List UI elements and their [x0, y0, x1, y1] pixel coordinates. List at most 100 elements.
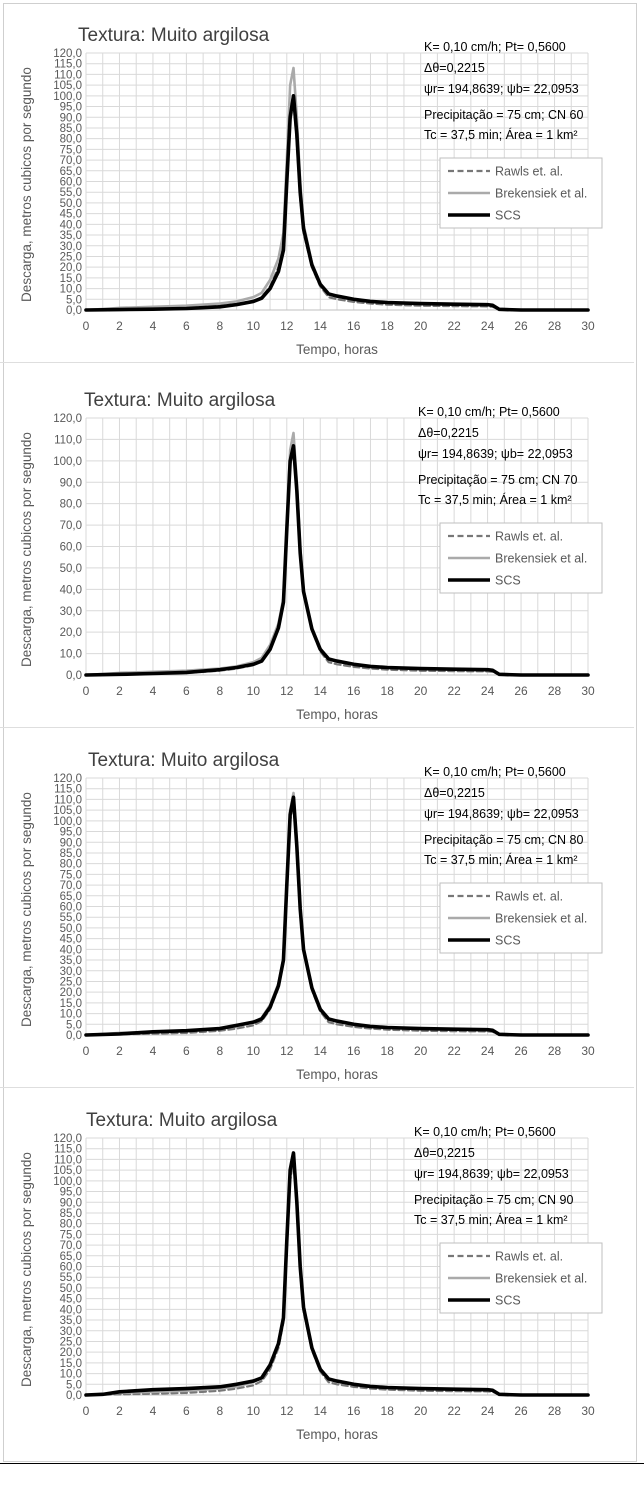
y-tick-label: 50,0	[60, 923, 82, 935]
parameter-annotation: Δθ=0,2215	[424, 786, 485, 800]
parameter-annotation: Tc = 37,5 min; Área = 1 km²	[424, 127, 578, 142]
x-axis-title: Tempo, horas	[296, 342, 378, 357]
y-tick-label: 70,0	[60, 155, 82, 167]
parameter-annotation: K= 0,10 cm/h; Pt= 0,5600	[424, 40, 566, 54]
y-tick-label: 20,0	[60, 1347, 82, 1359]
x-tick-label: 4	[150, 684, 157, 698]
x-tick-label: 28	[548, 684, 562, 698]
y-tick-label: 95,0	[60, 827, 82, 839]
y-axis-title: Descarga, metros cubicos por segundo	[19, 1152, 34, 1387]
legend-label: SCS	[495, 209, 521, 223]
x-tick-label: 20	[414, 1404, 428, 1418]
y-tick-label: 5,0	[66, 1379, 82, 1391]
y-tick-label: 105,0	[53, 80, 82, 92]
y-tick-label: 95,0	[60, 102, 82, 114]
legend-label: Rawls et. al.	[495, 890, 563, 904]
x-tick-label: 4	[150, 319, 157, 333]
x-tick-label: 8	[217, 684, 224, 698]
x-tick-label: 26	[514, 319, 528, 333]
y-tick-label: 60,0	[60, 177, 82, 189]
parameter-annotation: Tc = 37,5 min; Área = 1 km²	[424, 852, 578, 867]
parameter-annotation: K= 0,10 cm/h; Pt= 0,5600	[414, 1125, 556, 1139]
x-tick-label: 26	[514, 1404, 528, 1418]
y-tick-label: 15,0	[60, 1358, 82, 1370]
x-axis-title: Tempo, horas	[296, 1067, 378, 1082]
y-tick-label: 110,0	[54, 1154, 82, 1166]
chart-panel-cn80: Textura: Muito argilosa 0 2 4 6 8 10 12 14 16 18 20…	[0, 728, 634, 1088]
legend-label: Rawls et. al.	[495, 1250, 563, 1264]
x-tick-label: 24	[481, 684, 495, 698]
chart-title: Textura: Muito argilosa	[84, 390, 276, 411]
y-tick-label: 50,0	[60, 1283, 82, 1295]
x-tick-label: 10	[247, 684, 261, 698]
y-tick-label: 110,0	[54, 434, 82, 446]
y-tick-label: 30,0	[60, 966, 82, 978]
x-tick-label: 30	[581, 319, 595, 333]
x-tick-label: 18	[381, 319, 395, 333]
series-line-scs	[84, 795, 590, 1037]
y-tick-label: 80,0	[60, 859, 82, 871]
x-tick-label: 14	[314, 319, 328, 333]
parameter-annotation: Δθ=0,2215	[424, 61, 485, 75]
x-tick-label: 30	[581, 1044, 595, 1058]
x-tick-label: 6	[183, 684, 190, 698]
x-tick-label: 10	[247, 319, 261, 333]
parameter-annotation: ψr= 194,8639; ψb= 22,0953	[424, 807, 579, 821]
y-tick-label: 90,0	[60, 1197, 82, 1209]
y-tick-label: 45,0	[60, 209, 82, 221]
y-tick-label: 5,0	[66, 294, 82, 306]
chart-title: Textura: Muito argilosa	[88, 750, 280, 771]
y-axis-title: Descarga, metros cubicos por segundo	[19, 67, 34, 302]
y-tick-label: 75,0	[60, 869, 82, 881]
parameter-annotation: Precipitação = 75 cm; CN 80	[424, 833, 583, 847]
parameter-annotation: ψr= 194,8639; ψb= 22,0953	[418, 447, 573, 461]
x-tick-label: 24	[481, 319, 495, 333]
x-tick-label: 20	[414, 319, 428, 333]
x-tick-label: 10	[247, 1404, 261, 1418]
x-tick-label: 16	[347, 684, 361, 698]
y-tick-label: 65,0	[60, 891, 82, 903]
y-tick-label: 15,0	[60, 273, 82, 285]
y-tick-label: 120,0	[53, 1133, 82, 1145]
y-tick-label: 105,0	[53, 1165, 82, 1177]
chart-frame	[3, 3, 637, 1462]
y-tick-label: 35,0	[60, 1315, 82, 1327]
series-line-scs	[84, 94, 590, 312]
series-line-scs	[84, 444, 590, 677]
parameter-annotation: K= 0,10 cm/h; Pt= 0,5600	[424, 765, 566, 779]
x-tick-label: 12	[280, 1404, 294, 1418]
x-tick-label: 0	[83, 1404, 90, 1418]
y-tick-label: 30,0	[60, 1326, 82, 1338]
x-tick-label: 26	[514, 684, 528, 698]
chart-title: Textura: Muito argilosa	[86, 1110, 278, 1131]
y-tick-label: 95,0	[60, 1187, 82, 1199]
y-tick-label: 60,0	[60, 902, 82, 914]
x-tick-label: 16	[347, 319, 361, 333]
y-tick-label: 115,0	[54, 784, 82, 796]
x-tick-label: 12	[280, 1044, 294, 1058]
y-tick-label: 20,0	[60, 627, 82, 639]
chart-panel-cn60: Textura: Muito argilosa 0 2 4 6 8 10 12 14 16 18 20…	[0, 3, 634, 363]
parameter-annotation: Precipitação = 75 cm; CN 90	[414, 1193, 573, 1207]
parameter-annotation: Precipitação = 75 cm; CN 70	[418, 473, 577, 487]
y-tick-label: 90,0	[60, 112, 82, 124]
parameter-annotation: ψr= 194,8639; ψb= 22,0953	[414, 1167, 569, 1181]
x-tick-label: 16	[347, 1404, 361, 1418]
x-tick-label: 26	[514, 1044, 528, 1058]
y-tick-label: 85,0	[60, 123, 82, 135]
y-tick-label: 30,0	[60, 606, 82, 618]
legend-label: SCS	[495, 934, 521, 948]
x-tick-label: 8	[217, 1044, 224, 1058]
y-tick-label: 20,0	[60, 987, 82, 999]
y-tick-label: 80,0	[60, 134, 82, 146]
chart-title: Textura: Muito argilosa	[78, 25, 270, 46]
x-tick-label: 18	[381, 684, 395, 698]
y-tick-label: 0,0	[66, 1030, 82, 1042]
y-tick-label: 120,0	[53, 773, 82, 785]
y-axis-title: Descarga, metros cubicos por segundo	[19, 432, 34, 667]
y-tick-label: 10,0	[60, 1009, 82, 1021]
y-tick-label: 100,0	[53, 1176, 82, 1188]
